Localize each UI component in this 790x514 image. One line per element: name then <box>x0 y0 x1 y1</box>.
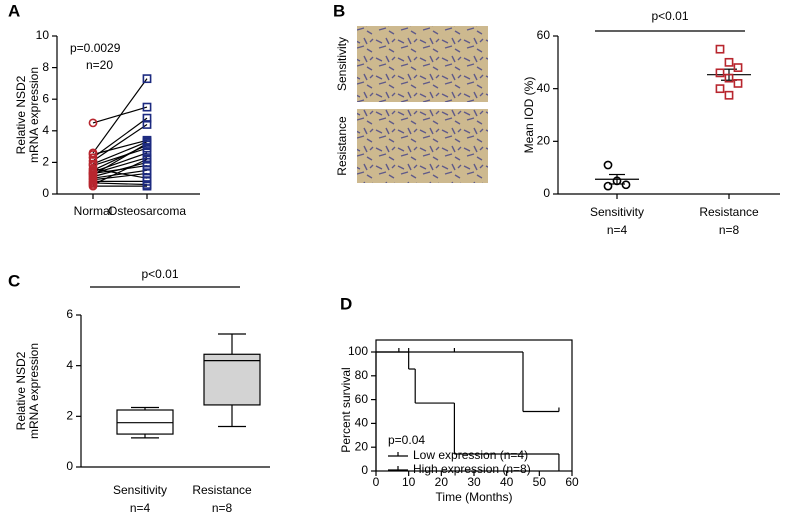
point <box>715 44 725 54</box>
y-tick-label: 4 <box>66 358 73 372</box>
pair-line <box>92 141 148 165</box>
y-tick-label: 2 <box>42 155 49 169</box>
y-axis-label: mRNA expression <box>27 67 41 163</box>
pair-line <box>92 147 148 167</box>
x-tick-label: 30 <box>467 475 481 489</box>
x-tick-label: Sensitivity <box>113 483 167 497</box>
y-axis-label: mRNA expression <box>27 343 41 439</box>
point <box>142 102 152 112</box>
y-tick-label: 0 <box>66 459 73 473</box>
y-axis-label: Mean IOD (%) <box>522 77 536 154</box>
count-label: n=8 <box>719 223 740 237</box>
annotation: p=0.0029 <box>70 41 121 55</box>
annotation: p<0.01 <box>651 9 688 23</box>
y-tick-label: 20 <box>355 439 369 453</box>
point <box>612 176 622 186</box>
pair-line <box>92 169 148 179</box>
point <box>142 120 152 129</box>
point <box>142 181 152 191</box>
panel-letter: A <box>8 1 20 20</box>
image-label: Sensitivity <box>335 37 349 91</box>
point <box>88 118 98 128</box>
x-tick-label: Sensitivity <box>590 205 644 219</box>
point <box>142 74 152 84</box>
point <box>733 63 743 72</box>
y-axis-label: Relative NSD2 <box>14 75 28 154</box>
y-tick-label: 0 <box>543 186 550 200</box>
x-tick-label: 60 <box>565 475 579 489</box>
image-label: Resistance <box>335 116 349 176</box>
pair-line <box>92 117 148 159</box>
x-tick-label: 0 <box>373 475 380 489</box>
x-axis-label: Time (Months) <box>436 490 513 504</box>
count-label: n=8 <box>212 501 233 514</box>
point <box>88 181 98 191</box>
y-tick-label: 40 <box>537 81 551 95</box>
point <box>88 150 98 159</box>
panel-letter: C <box>8 271 20 290</box>
point <box>715 84 725 94</box>
pair-line <box>92 158 148 186</box>
y-tick-label: 2 <box>66 409 73 423</box>
pair-line <box>92 123 148 162</box>
point <box>603 181 613 191</box>
annotation: p=0.04 <box>388 433 425 447</box>
box <box>203 353 261 406</box>
y-tick-label: 40 <box>355 416 369 430</box>
y-tick-label: 6 <box>66 307 73 321</box>
x-tick-label: Normal <box>74 204 113 218</box>
pair-line <box>92 161 148 178</box>
y-tick-label: 4 <box>42 123 49 137</box>
y-axis-label: Relative NSD2 <box>14 351 28 430</box>
y-axis-label: Percent survival <box>339 367 353 452</box>
point <box>733 79 743 88</box>
x-tick-label: 40 <box>500 475 514 489</box>
x-tick-label: Osteosarcoma <box>108 204 186 218</box>
panel-letter: D <box>340 294 352 313</box>
annotation: n=20 <box>86 58 113 72</box>
x-tick-label: 50 <box>533 475 547 489</box>
x-tick-label: Resistance <box>192 483 252 497</box>
y-tick-label: 8 <box>42 60 49 74</box>
count-label: n=4 <box>607 223 628 237</box>
point <box>603 160 613 170</box>
pair-line <box>92 142 148 176</box>
micrograph-resistance <box>357 109 488 183</box>
pair-line <box>92 139 148 156</box>
y-tick-label: 80 <box>355 368 369 382</box>
pair-line <box>92 78 148 154</box>
box <box>116 409 174 435</box>
pair-line <box>92 152 148 173</box>
point <box>142 113 152 123</box>
pair-line <box>92 157 148 175</box>
pair-line <box>92 172 148 181</box>
legend-label: Low expression (n=4) <box>413 448 528 462</box>
point <box>715 68 725 78</box>
x-tick-label: Resistance <box>699 205 759 219</box>
point <box>724 90 734 100</box>
point <box>724 73 734 83</box>
point <box>142 148 152 158</box>
count-label: n=4 <box>130 501 151 514</box>
x-tick-label: 10 <box>402 475 416 489</box>
y-tick-label: 100 <box>348 344 368 358</box>
y-tick-label: 60 <box>355 392 369 406</box>
y-tick-label: 10 <box>36 28 50 42</box>
y-tick-label: 6 <box>42 91 49 105</box>
y-tick-label: 60 <box>537 28 551 42</box>
x-tick-label: 20 <box>435 475 449 489</box>
point <box>142 154 152 164</box>
point <box>621 180 631 190</box>
point <box>142 139 152 148</box>
legend-label: High expression (n=8) <box>413 462 531 476</box>
panel-letter: B <box>333 1 345 20</box>
y-tick-label: 0 <box>42 186 49 200</box>
y-tick-label: 20 <box>537 134 551 148</box>
pair-line <box>92 182 148 186</box>
micrograph-sensitivity <box>357 26 488 102</box>
y-tick-label: 0 <box>361 463 368 477</box>
point <box>724 57 734 67</box>
annotation: p<0.01 <box>141 267 178 281</box>
